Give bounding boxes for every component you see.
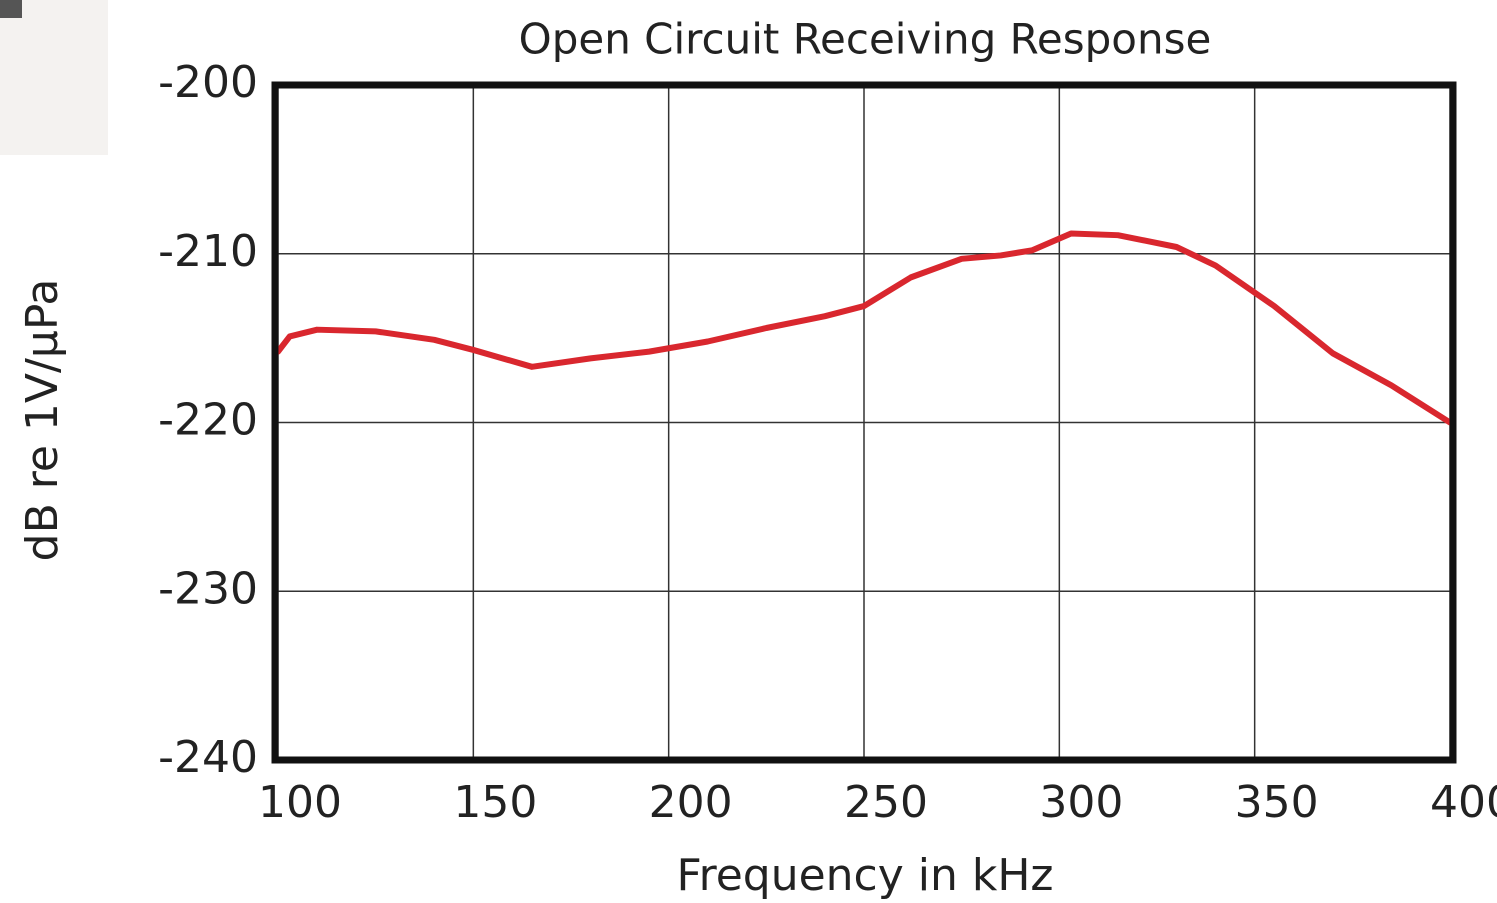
y-tick-label: -200: [158, 57, 258, 108]
y-tick-label: -240: [158, 732, 258, 783]
y-tick-label: -210: [158, 226, 258, 277]
y-tick-label: -230: [158, 563, 258, 614]
x-tick-label: 250: [844, 777, 928, 828]
chart-title: Open Circuit Receiving Response: [519, 15, 1212, 64]
x-tick-label: 400: [1430, 777, 1497, 828]
data-line: [275, 230, 1453, 426]
plot-frame: [271, 81, 1457, 764]
photo-fragment: [0, 0, 108, 155]
photo-fragment: [0, 0, 22, 18]
y-tick-label: -220: [158, 395, 258, 446]
x-axis-title: Frequency in kHz: [676, 850, 1053, 901]
x-tick-label: 300: [1039, 777, 1123, 828]
plot: [275, 230, 1453, 426]
x-tick-label: 350: [1235, 777, 1319, 828]
x-tick-label: 200: [649, 777, 733, 828]
grid: [275, 84, 1453, 761]
x-tick-label: 100: [258, 777, 342, 828]
y-axis-title: dB re 1V/µPa: [17, 279, 68, 562]
x-tick-label: 150: [453, 777, 537, 828]
